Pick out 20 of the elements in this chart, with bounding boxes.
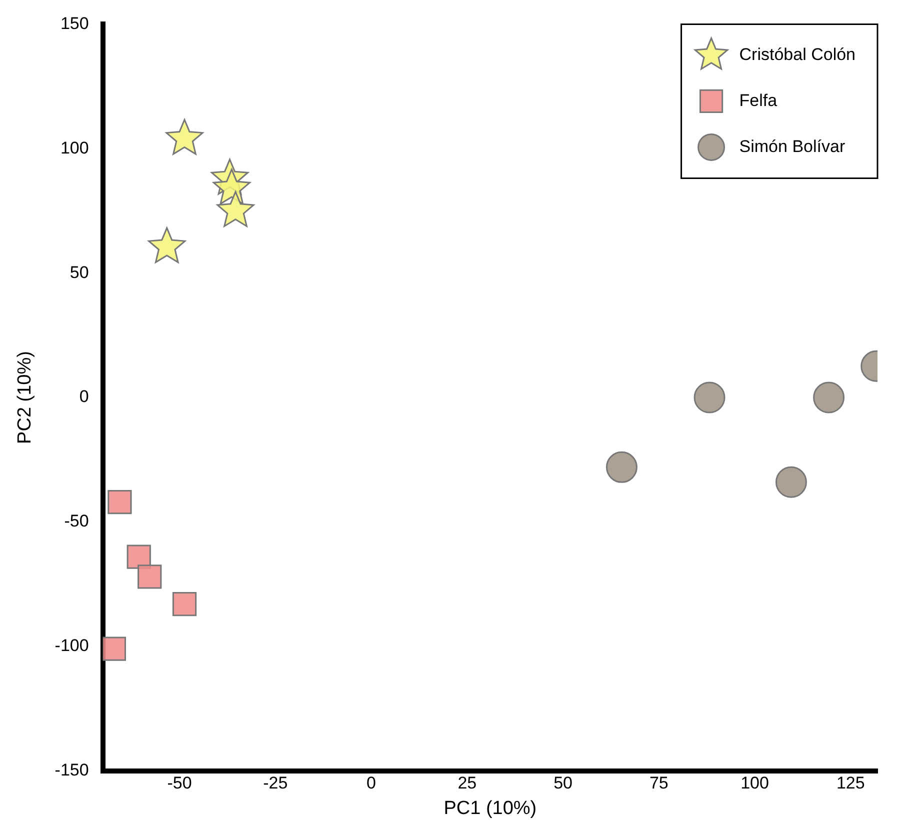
y-tick-label: 100 [60, 138, 89, 158]
y-tick-label: -150 [54, 760, 89, 780]
legend-label: Simón Bolívar [739, 136, 846, 156]
legend-label: Felfa [739, 90, 778, 110]
y-tick-label: 50 [70, 262, 89, 282]
y-tick-label: -100 [54, 636, 89, 656]
y-tick-label: -50 [64, 512, 89, 531]
x-axis-title: PC1 (10%) [444, 798, 537, 819]
x-tick-label: 125 [836, 774, 865, 793]
x-tick-label: 75 [649, 774, 668, 793]
x-tick-label: 25 [458, 774, 477, 793]
y-tick-label: 150 [60, 14, 89, 33]
x-tick-label: 100 [740, 774, 769, 793]
x-tick-label: -25 [263, 774, 288, 793]
x-tick-label: 50 [554, 774, 572, 793]
y-axis-title: PC2 (10%) [14, 351, 36, 444]
y-tick-label: 0 [79, 387, 89, 406]
x-tick-label: -50 [167, 774, 192, 793]
legend-label: Cristóbal Colón [739, 44, 856, 64]
x-tick-label: 0 [366, 774, 376, 793]
